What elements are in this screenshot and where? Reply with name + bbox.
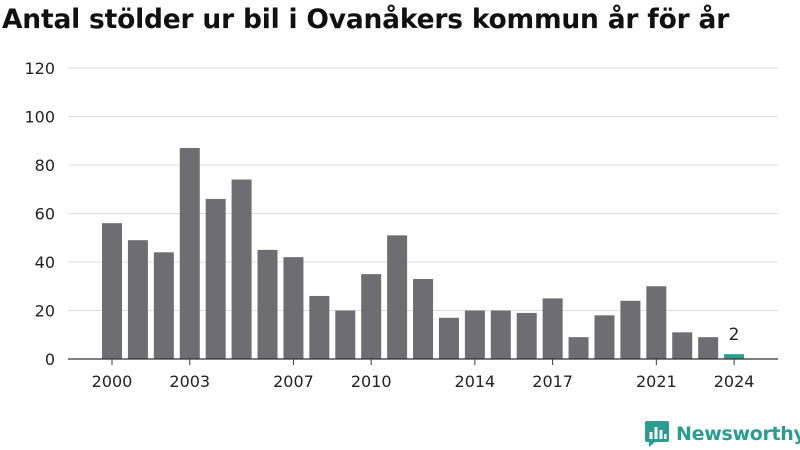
x-tick-label: 2000 xyxy=(92,372,133,391)
newsworthy-logo-icon xyxy=(645,421,669,447)
bar xyxy=(594,315,615,359)
bar xyxy=(413,278,434,359)
x-tick-label: 2010 xyxy=(351,372,392,391)
y-tick-label: 120 xyxy=(24,59,55,78)
x-tick-label: 2021 xyxy=(636,372,677,391)
y-tick-label: 80 xyxy=(35,156,55,175)
chart-title: Antal stölder ur bil i Ovanåkers kommun … xyxy=(2,4,730,35)
bar xyxy=(672,332,693,359)
bar xyxy=(283,257,304,359)
x-tick-label: 2024 xyxy=(714,372,755,391)
bar xyxy=(490,310,511,359)
y-tick-label: 0 xyxy=(45,350,55,369)
bar xyxy=(335,310,356,359)
bar xyxy=(438,317,459,359)
bar xyxy=(205,198,226,359)
bar xyxy=(464,310,485,359)
bar xyxy=(127,240,148,359)
x-tick-label: 2014 xyxy=(455,372,496,391)
bar-highlight xyxy=(724,354,745,359)
bar xyxy=(361,274,382,359)
bar xyxy=(153,252,174,359)
brand-name: Newsworthy xyxy=(676,423,800,445)
x-tick-label: 2017 xyxy=(532,372,573,391)
brand-logo: Newsworthy xyxy=(644,420,800,448)
y-tick-label: 60 xyxy=(35,205,55,224)
y-tick-label: 20 xyxy=(35,302,55,321)
bar xyxy=(179,148,200,359)
bar xyxy=(516,312,537,359)
bar xyxy=(387,235,408,359)
bar xyxy=(309,295,330,359)
bar xyxy=(646,286,667,359)
y-tick-label: 40 xyxy=(35,253,55,272)
bar xyxy=(698,337,719,359)
data-label: 2 xyxy=(729,325,740,345)
bar xyxy=(568,337,589,359)
x-tick-label: 2007 xyxy=(273,372,314,391)
bar xyxy=(231,179,252,359)
bar xyxy=(620,300,641,359)
bar xyxy=(102,223,122,359)
x-tick-label: 2003 xyxy=(169,372,210,391)
bar xyxy=(542,298,563,359)
y-tick-label: 100 xyxy=(24,108,55,127)
bar xyxy=(257,249,278,359)
